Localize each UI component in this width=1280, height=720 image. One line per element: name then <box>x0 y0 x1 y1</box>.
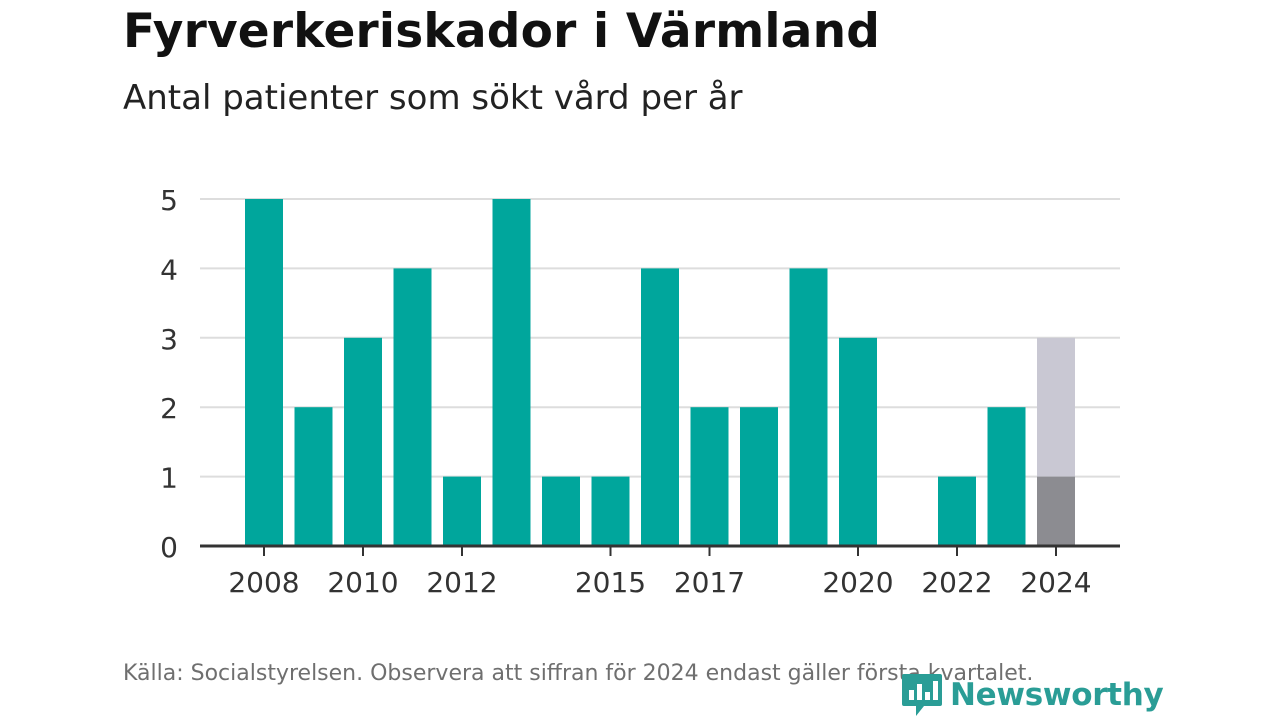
x-tick-label: 2017 <box>674 566 745 599</box>
y-tick-label: 2 <box>160 392 178 425</box>
x-tick-label: 2010 <box>327 566 398 599</box>
x-tick-label: 2024 <box>1020 566 1091 599</box>
x-tick-label: 2020 <box>822 566 893 599</box>
bar-2017 <box>690 407 729 546</box>
y-tick-label: 5 <box>160 184 178 217</box>
y-axis-labels: 0 1 2 3 4 5 <box>160 184 178 564</box>
chart-title: Fyrverkeriskador i Värmland <box>123 4 881 59</box>
x-axis <box>200 544 1120 556</box>
y-tick-label: 4 <box>160 253 178 286</box>
bar-2012 <box>443 476 481 546</box>
bar-2008 <box>245 199 283 546</box>
y-tick-label: 3 <box>160 323 178 356</box>
bar-2023 <box>987 407 1026 546</box>
bar-2011 <box>393 268 432 546</box>
source-note: Källa: Socialstyrelsen. Observera att si… <box>123 661 1034 686</box>
x-tick-label: 2008 <box>228 566 299 599</box>
bar-2014 <box>542 476 580 546</box>
x-tick-label: 2015 <box>575 566 646 599</box>
bar-2022 <box>938 476 976 546</box>
bars <box>245 199 1075 546</box>
newsworthy-logo-text: Newsworthy <box>950 677 1164 713</box>
bar-2020 <box>839 337 877 546</box>
newsworthy-logo-icon <box>902 674 942 716</box>
x-tick-label: 2022 <box>921 566 992 599</box>
x-axis-labels: 2008 2010 2012 2015 2017 2020 2022 2024 <box>228 566 1091 599</box>
bar-2018 <box>740 407 778 546</box>
bar-2016 <box>641 268 679 546</box>
bar-2015 <box>591 476 630 546</box>
bar-2013 <box>492 199 531 546</box>
bar-2009 <box>294 407 333 546</box>
newsworthy-logo[interactable]: Newsworthy <box>900 672 1164 718</box>
bar-2010 <box>344 337 382 546</box>
bar-2019 <box>789 268 828 546</box>
bar-2024-expected <box>1037 337 1075 477</box>
y-tick-label: 0 <box>160 531 178 564</box>
bar-2024-first-quarter <box>1037 476 1075 546</box>
chart-subtitle: Antal patienter som sökt vård per år <box>123 78 743 118</box>
x-tick-label: 2012 <box>426 566 497 599</box>
y-tick-label: 1 <box>160 462 178 495</box>
